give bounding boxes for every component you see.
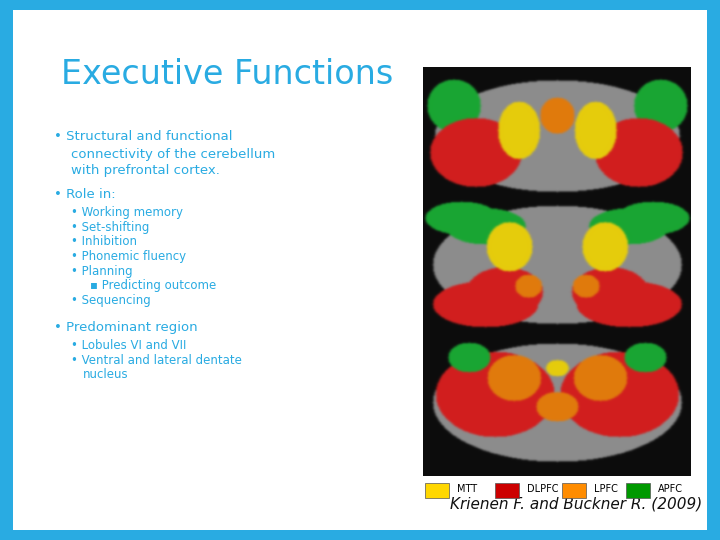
Text: • Predominant region: • Predominant region: [54, 321, 197, 334]
Bar: [0, 0, 720, 10]
Text: Krienen F. and Buckner R. (2009): Krienen F. and Buckner R. (2009): [450, 496, 702, 511]
Text: • Phonemic fluency: • Phonemic fluency: [71, 250, 186, 263]
Text: ▪ Predicting outcome: ▪ Predicting outcome: [90, 279, 216, 292]
Bar: [562, 483, 586, 497]
Bar: [626, 483, 650, 497]
Bar: [426, 483, 449, 497]
Text: • Inhibition: • Inhibition: [71, 235, 137, 248]
Text: • Ventral and lateral dentate: • Ventral and lateral dentate: [71, 354, 241, 367]
Text: nucleus: nucleus: [83, 368, 128, 381]
Text: • Working memory: • Working memory: [71, 206, 183, 219]
Text: with prefrontal cortex.: with prefrontal cortex.: [71, 164, 220, 177]
Text: • Lobules VI and VII: • Lobules VI and VII: [71, 339, 186, 352]
Text: • Set-shifting: • Set-shifting: [71, 221, 149, 234]
Text: LPFC: LPFC: [594, 484, 618, 494]
Bar: [707, 0, 720, 540]
Text: • Role in:: • Role in:: [54, 188, 116, 201]
Text: connectivity of the cerebellum: connectivity of the cerebellum: [71, 148, 275, 161]
Text: MTT: MTT: [457, 484, 477, 494]
Text: • Sequencing: • Sequencing: [71, 294, 150, 307]
Text: • Planning: • Planning: [71, 265, 132, 278]
Text: APFC: APFC: [658, 484, 683, 494]
Bar: [0, 530, 720, 540]
Text: DLPFC: DLPFC: [527, 484, 559, 494]
Bar: [0, 0, 13, 540]
Bar: [495, 483, 519, 497]
Text: Executive Functions: Executive Functions: [61, 58, 393, 91]
Text: • Structural and functional: • Structural and functional: [54, 130, 233, 143]
